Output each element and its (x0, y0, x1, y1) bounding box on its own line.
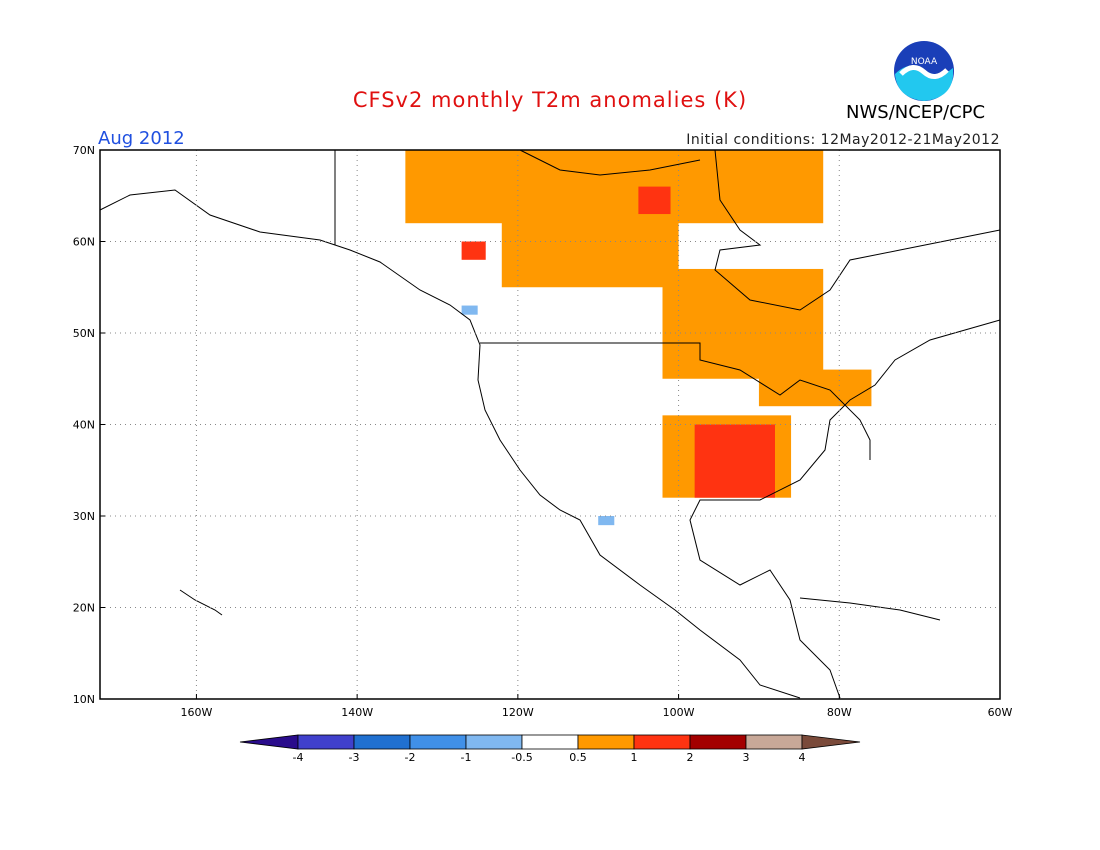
organization-label: NWS/NCEP/CPC (846, 102, 986, 123)
colorbar-box (633, 734, 691, 750)
svg-text:NOAA: NOAA (911, 57, 938, 67)
coastline-segment (714, 149, 1001, 311)
colorbar-box (353, 734, 411, 750)
colorbar-lower-extend (239, 734, 299, 750)
colorbar-label: 4 (799, 751, 806, 764)
colorbar-label: 1 (631, 751, 638, 764)
anomaly-region-orange (662, 268, 824, 379)
colorbar-box (297, 734, 355, 750)
colorbar-box (577, 734, 635, 750)
colorbar-label: -2 (405, 751, 416, 764)
initial-conditions-label: Initial conditions: 12May2012-21May2012 (686, 132, 1000, 148)
anomaly-region-red (694, 424, 775, 498)
colorbar: -4 -3 -2 -1 -0.5 0.5 1 2 3 4 (239, 734, 861, 764)
coastline-segment (480, 342, 871, 460)
lon-tick-label: 120W (502, 706, 534, 719)
coastline-segment (689, 319, 1001, 699)
gridlines (100, 150, 1000, 699)
anomaly-region-orange (405, 150, 824, 224)
lat-tick-label: 30N (73, 510, 95, 523)
colorbar-box (409, 734, 467, 750)
colorbar-box (745, 734, 803, 750)
anomaly-region-red (461, 241, 486, 260)
coastlines (99, 149, 1001, 699)
colorbar-label: -3 (349, 751, 360, 764)
anomaly-region-red (638, 186, 671, 215)
anomaly-region-lightblue (461, 305, 478, 315)
noaa-logo: NOAA (894, 41, 954, 101)
coastline-segment (799, 597, 941, 621)
colorbar-box (689, 734, 747, 750)
coastline-segment (519, 149, 701, 176)
lon-tick-label: 80W (827, 706, 852, 719)
anomaly-field (405, 150, 872, 526)
lon-tick-label: 100W (663, 706, 695, 719)
lat-tick-label: 20N (73, 602, 95, 615)
colorbar-label: 0.5 (569, 751, 587, 764)
lon-tick-label: 140W (341, 706, 373, 719)
lon-tick-label: 160W (180, 706, 212, 719)
period-label: Aug 2012 (98, 128, 185, 149)
anomaly-region-orange (501, 214, 679, 288)
colorbar-label: -0.5 (511, 751, 532, 764)
colorbar-label: 3 (743, 751, 750, 764)
colorbar-box (465, 734, 523, 750)
lat-tick-label: 70N (73, 144, 95, 157)
colorbar-label: -4 (293, 751, 304, 764)
coastline-segment (99, 189, 801, 699)
lat-tick-label: 50N (73, 327, 95, 340)
colorbar-label: 2 (687, 751, 694, 764)
lat-tick-label: 10N (73, 693, 95, 706)
lat-tick-label: 60N (73, 236, 95, 249)
coastline-segment (179, 589, 223, 616)
colorbar-label: -1 (461, 751, 472, 764)
anomaly-region-lightblue (598, 516, 615, 526)
colorbar-box (521, 734, 579, 750)
lon-tick-label: 60W (988, 706, 1013, 719)
lat-tick-label: 40N (73, 419, 95, 432)
chart-title: CFSv2 monthly T2m anomalies (K) (352, 88, 748, 112)
colorbar-upper-extend (801, 734, 861, 750)
anomaly-region-orange (758, 369, 872, 407)
